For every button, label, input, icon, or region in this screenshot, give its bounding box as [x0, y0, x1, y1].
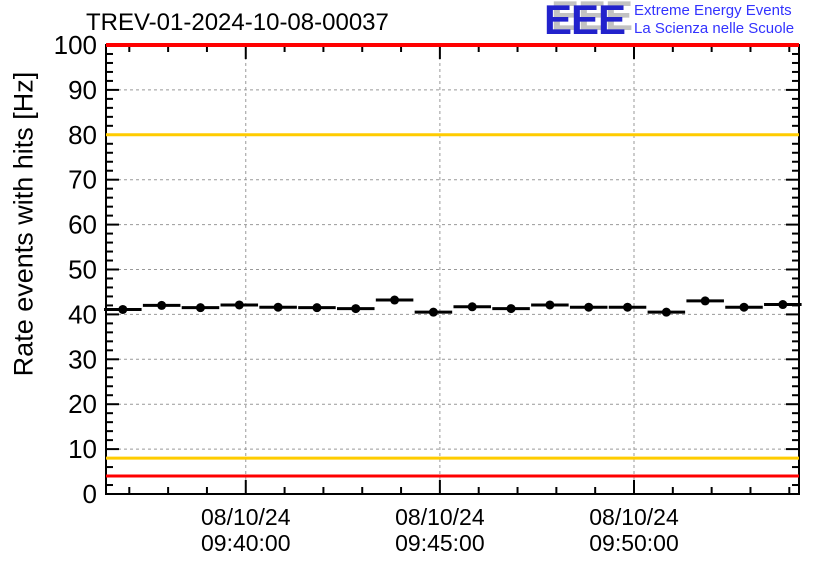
y-tick-label: 70	[68, 165, 97, 195]
eee-logo-line2: La Scienza nelle Scuole	[634, 20, 795, 37]
data-point-marker	[700, 296, 710, 306]
eee-logo-text: Extreme Energy Events La Scienza nelle S…	[634, 2, 794, 38]
data-point-marker	[778, 300, 788, 310]
data-point-marker	[195, 303, 205, 313]
data-point-marker	[584, 302, 594, 312]
data-point-marker	[545, 300, 555, 310]
data-point-marker	[312, 303, 322, 313]
y-tick-label: 100	[54, 30, 97, 60]
data-point-marker	[157, 300, 167, 310]
data-point-marker	[428, 307, 438, 317]
data-point-marker	[118, 304, 128, 314]
data-point-marker	[467, 302, 477, 312]
x-tick-label: 08/10/24 09:45:00	[395, 504, 485, 556]
data-point-marker	[273, 302, 283, 312]
y-tick-label: 10	[68, 434, 97, 464]
data-point-marker	[351, 304, 361, 314]
data-point-marker	[739, 302, 749, 312]
data-point-marker	[234, 300, 244, 310]
y-tick-label: 60	[68, 210, 97, 240]
x-tick-label: 08/10/24 09:50:00	[589, 504, 679, 556]
y-tick-label: 20	[68, 389, 97, 419]
data-point-marker	[623, 302, 633, 312]
eee-logo-acronym: EEE	[544, 0, 626, 43]
data-point-marker	[506, 304, 516, 314]
eee-logo-line1: Extreme Energy Events	[634, 2, 792, 19]
data-point-marker	[390, 295, 400, 305]
data-point-marker	[661, 307, 671, 317]
y-tick-label: 40	[68, 299, 97, 329]
y-tick-label: 80	[68, 120, 97, 150]
eee-logo: EEE Extreme Energy Events La Scienza nel…	[544, 0, 794, 43]
y-tick-label: 90	[68, 75, 97, 105]
y-tick-label: 0	[83, 479, 97, 509]
y-tick-label: 30	[68, 344, 97, 374]
x-tick-label: 08/10/24 09:40:00	[201, 504, 291, 556]
plot-title: TREV-01-2024-10-08-00037	[86, 9, 389, 36]
y-tick-label: 50	[68, 255, 97, 285]
